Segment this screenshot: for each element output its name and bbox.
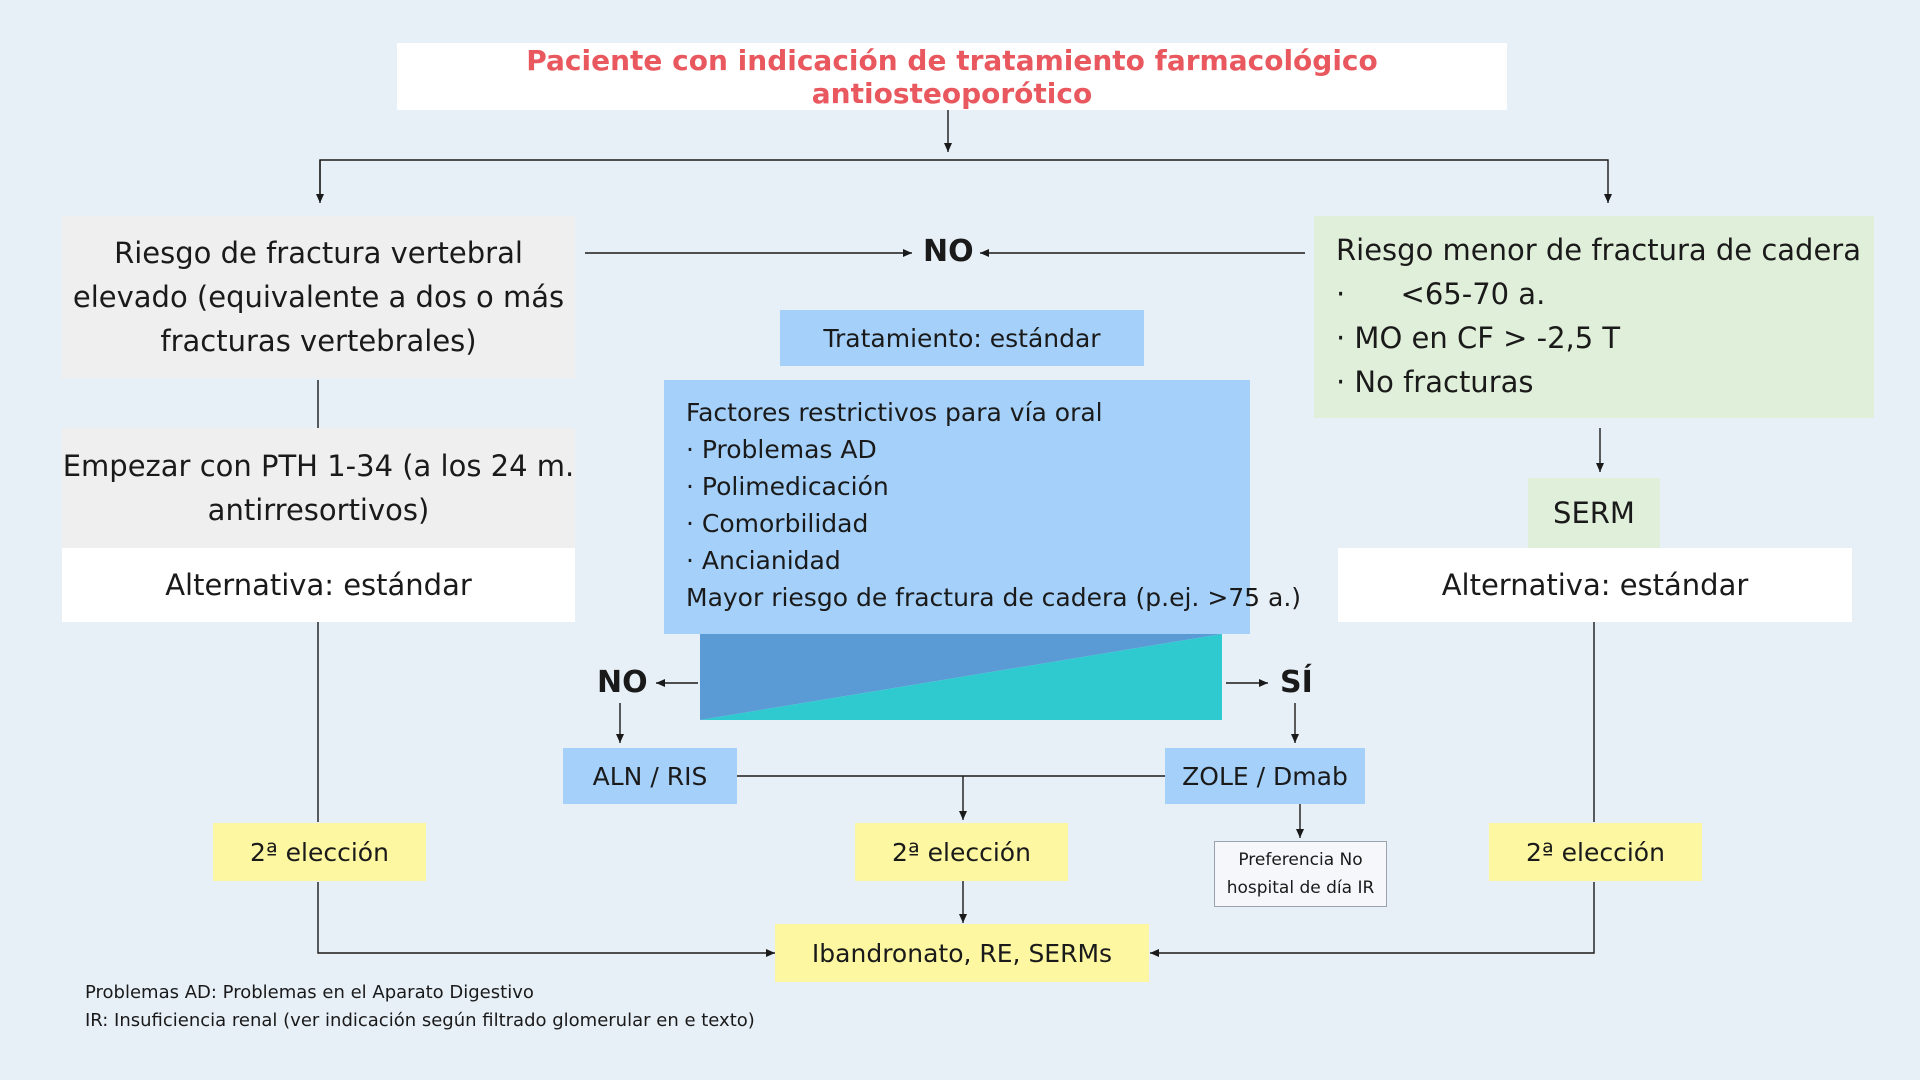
left-alternative-box: Alternativa: estándar [62, 548, 575, 622]
hip-criterion-age: · <65-70 a. [1336, 277, 1546, 311]
hip-criterion-bmd: · MO en CF > -2,5 T [1336, 321, 1621, 355]
serm-box: SERM [1528, 478, 1660, 548]
left-second-choice-box: 2ª elección [213, 823, 426, 881]
factor-polymedication: · Polimedicación [686, 472, 889, 501]
restrictive-factors-box: Factores restrictivos para vía oral · Pr… [664, 380, 1302, 634]
zole-dmab-box: ZOLE / Dmab [1165, 748, 1365, 804]
factor-comorbidity: · Comorbilidad [686, 509, 869, 538]
factor-old-age: · Ancianidad [686, 546, 841, 575]
hip-risk-title: Riesgo menor de fractura de cadera [1336, 233, 1861, 267]
preference-line-1: Preferencia No [1238, 850, 1363, 870]
treatment-standard-box: Tratamiento: estándar [780, 310, 1144, 366]
preference-note-box: Preferencia No hospital de día IR [1214, 841, 1387, 907]
vertebral-risk-line-3: fracturas vertebrales) [160, 324, 477, 358]
pth-start-box: Empezar con PTH 1-34 (a los 24 m. antirr… [62, 428, 575, 548]
top-no-label: NO [923, 234, 974, 269]
pth-start-line-1: Empezar con PTH 1-34 (a los 24 m. [62, 449, 575, 483]
footnote-ad: Problemas AD: Problemas en el Aparato Di… [85, 982, 534, 1003]
final-options-box: Ibandronato, RE, SERMs [775, 924, 1149, 982]
aln-ris-box: ALN / RIS [563, 748, 737, 804]
right-second-choice-box: 2ª elección [1489, 823, 1702, 881]
preference-line-2: hospital de día IR [1226, 878, 1375, 898]
decision-no-label: NO [597, 665, 648, 700]
vertebral-risk-line-1: Riesgo de fractura vertebral [114, 236, 523, 270]
vertebral-risk-box: Riesgo de fractura vertebral elevado (eq… [62, 216, 575, 378]
hip-risk-box: Riesgo menor de fractura de cadera · <65… [1314, 216, 1874, 418]
pth-start-line-2: antirresortivos) [207, 493, 430, 527]
center-second-choice-box: 2ª elección [855, 823, 1068, 881]
decision-triangle-yes [700, 634, 1222, 720]
footnote-ir: IR: Insuficiencia renal (ver indicación … [85, 1010, 755, 1031]
factors-title: Factores restrictivos para vía oral [686, 398, 1103, 427]
right-alternative-box: Alternativa: estándar [1338, 548, 1852, 622]
hip-criterion-fractures: · No fracturas [1336, 365, 1534, 399]
vertebral-risk-line-2: elevado (equivalente a dos o más [72, 280, 565, 314]
factor-hip-risk: Mayor riesgo de fractura de cadera (p.ej… [686, 583, 1302, 612]
decision-yes-label: SÍ [1280, 665, 1313, 700]
factor-ad-problems: · Problemas AD [686, 435, 877, 464]
page-title: Paciente con indicación de tratamiento f… [397, 43, 1507, 110]
